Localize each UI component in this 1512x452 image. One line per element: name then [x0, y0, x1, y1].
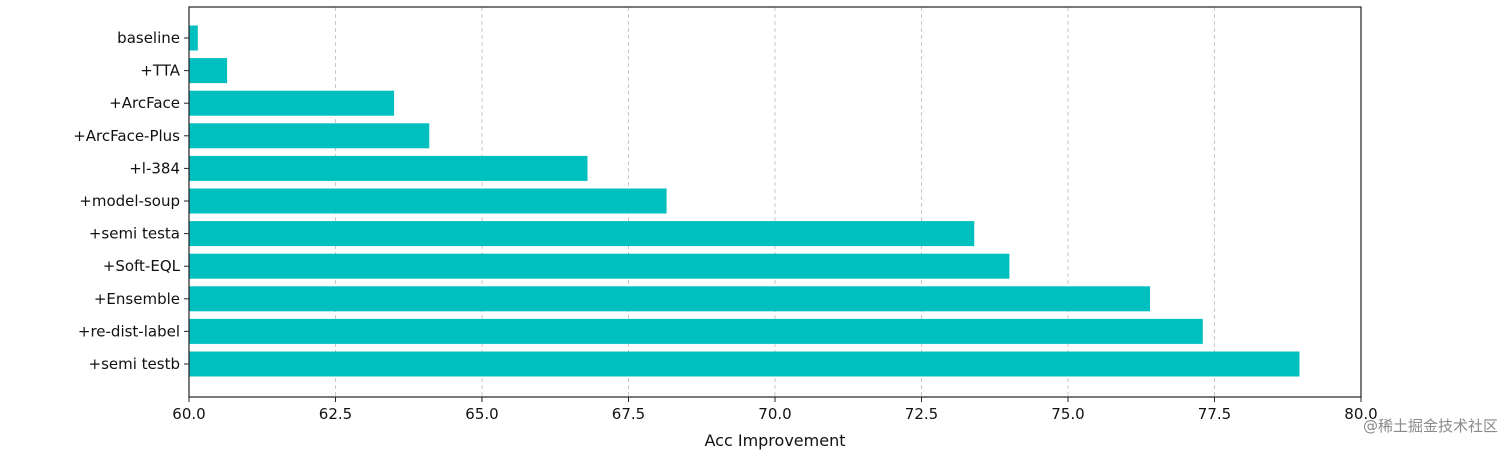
bar [189, 58, 228, 84]
x-axis-label: Acc Improvement [705, 431, 846, 450]
y-tick-label: +Soft-EQL [103, 257, 181, 275]
bar [189, 155, 588, 181]
x-tick-label: 70.0 [758, 405, 791, 423]
y-tick-label: +semi testb [89, 355, 181, 373]
x-tick-label: 72.5 [905, 405, 938, 423]
x-tick-label: 80.0 [1344, 405, 1377, 423]
x-axis-ticks: 60.0 62.5 65.0 67.5 70.0 72.5 75.0 77.5 80.0 [172, 397, 1378, 423]
y-tick-label: +ArcFace-Plus [73, 127, 180, 145]
y-axis-ticks: baseline +TTA +ArcFace +ArcFace-Plus +l-384 +… [73, 29, 189, 373]
x-tick-label: 60.0 [172, 405, 205, 423]
bar [189, 90, 395, 116]
bar [189, 221, 975, 247]
x-tick-label: 77.5 [1198, 405, 1231, 423]
bar [189, 123, 430, 149]
x-tick-label: 67.5 [612, 405, 645, 423]
y-tick-label: +ArcFace [109, 94, 180, 112]
watermark: @稀土掘金技术社区 [1362, 417, 1498, 435]
y-tick-label: +l-384 [129, 159, 180, 177]
bar [189, 25, 198, 51]
bar [189, 318, 1203, 344]
x-tick-label: 75.0 [1051, 405, 1084, 423]
bar [189, 253, 1010, 279]
bars [189, 25, 1300, 377]
y-tick-label: +re-dist-label [78, 322, 180, 340]
x-tick-label: 62.5 [319, 405, 352, 423]
y-tick-label: +model-soup [79, 192, 180, 210]
y-tick-label: +semi testa [89, 225, 180, 243]
x-tick-label: 65.0 [465, 405, 498, 423]
bar [189, 286, 1151, 312]
y-tick-label: +Ensemble [94, 290, 180, 308]
bar [189, 188, 667, 214]
y-tick-label: +TTA [140, 62, 180, 80]
bar [189, 351, 1300, 377]
y-tick-label: baseline [117, 29, 180, 47]
